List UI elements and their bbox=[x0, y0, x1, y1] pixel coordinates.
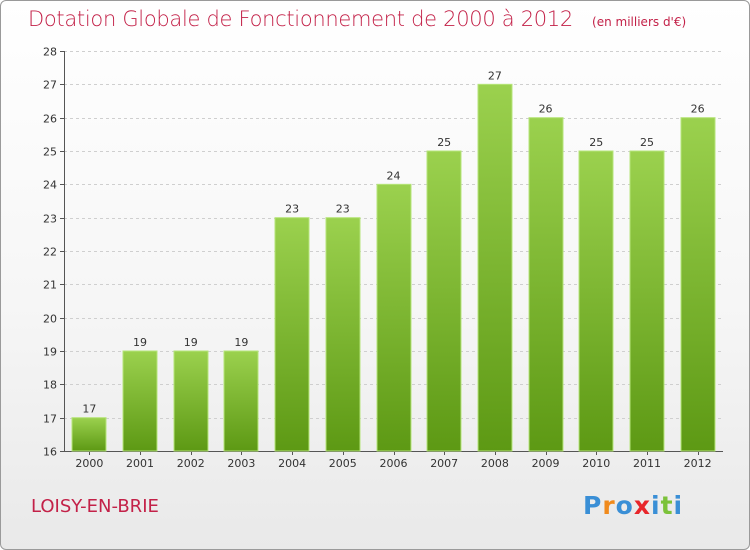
y-tick-label: 27 bbox=[43, 79, 57, 92]
x-tick-label-2001: 2001 bbox=[126, 457, 154, 470]
logo-letter: r bbox=[602, 491, 616, 520]
value-label-2007: 25 bbox=[437, 136, 451, 149]
value-label-2004: 23 bbox=[285, 203, 299, 216]
commune-name: LOISY-EN-BRIE bbox=[31, 496, 159, 517]
y-tick-label: 22 bbox=[43, 246, 57, 259]
y-tick-label: 16 bbox=[43, 446, 57, 459]
x-tick-label-2005: 2005 bbox=[329, 457, 357, 470]
y-tick-label: 17 bbox=[43, 413, 57, 426]
value-label-2009: 26 bbox=[539, 103, 553, 116]
value-label-2001: 19 bbox=[133, 336, 147, 349]
y-tick-label: 24 bbox=[43, 179, 57, 192]
y-tick-label: 28 bbox=[43, 46, 57, 59]
value-label-2010: 25 bbox=[589, 136, 603, 149]
logo-letter: x bbox=[633, 491, 651, 520]
bar-2006 bbox=[376, 183, 412, 452]
value-label-2005: 23 bbox=[336, 203, 350, 216]
logo-letter: i bbox=[673, 491, 684, 520]
logo-letter: i bbox=[651, 491, 661, 520]
bar-2001 bbox=[122, 350, 158, 452]
y-tick-labels: 16 17 18 19 20 21 22 23 24 25 26 27 28 bbox=[43, 46, 57, 459]
value-label-2003: 19 bbox=[234, 336, 248, 349]
x-tick-labels: 2000 2001 2002 2003 2004 2005 2006 2007 2008 2009… bbox=[75, 457, 711, 470]
bar-2002 bbox=[173, 350, 209, 452]
x-tick-label-2004: 2004 bbox=[278, 457, 306, 470]
x-tick-label-2008: 2008 bbox=[481, 457, 509, 470]
bars bbox=[71, 83, 716, 452]
bar-2000 bbox=[71, 417, 107, 452]
x-tick-label-2006: 2006 bbox=[380, 457, 408, 470]
value-label-2012: 26 bbox=[691, 103, 705, 116]
x-tick-label-2010: 2010 bbox=[582, 457, 610, 470]
y-tick-label: 21 bbox=[43, 279, 57, 292]
y-tick-label: 23 bbox=[43, 213, 57, 226]
x-tick-label-2011: 2011 bbox=[633, 457, 661, 470]
title-text: Dotation Globale de Fonctionnement de 20… bbox=[28, 7, 573, 31]
value-label-2002: 19 bbox=[184, 336, 198, 349]
value-label-2006: 24 bbox=[387, 169, 401, 182]
x-tick-label-2007: 2007 bbox=[430, 457, 458, 470]
x-tick-label-2003: 2003 bbox=[227, 457, 255, 470]
x-tick-label-2012: 2012 bbox=[684, 457, 712, 470]
value-label-2011: 25 bbox=[640, 136, 654, 149]
unit-label: (en milliers d'€) bbox=[592, 15, 687, 29]
y-tick-label: 20 bbox=[43, 313, 57, 326]
x-tick-label-2002: 2002 bbox=[177, 457, 205, 470]
y-tick-label: 19 bbox=[43, 346, 57, 359]
chart-title: Dotation Globale de Fonctionnement de 20… bbox=[28, 7, 686, 31]
value-labels: 17 19 19 19 23 23 24 25 27 26 25 25 26 bbox=[82, 69, 704, 415]
bar-2008 bbox=[477, 83, 513, 452]
bar-2005 bbox=[325, 217, 361, 452]
proxiti-logo[interactable]: Proxiti bbox=[583, 491, 683, 520]
bar-2012 bbox=[680, 117, 716, 452]
y-tick-label: 25 bbox=[43, 146, 57, 159]
y-tick-label: 18 bbox=[43, 379, 57, 392]
value-label-2000: 17 bbox=[82, 403, 96, 416]
logo-letter: t bbox=[660, 491, 674, 520]
logo-letter: o bbox=[615, 491, 634, 520]
bar-2010 bbox=[578, 150, 614, 452]
y-tick-label: 26 bbox=[43, 113, 57, 126]
bar-2004 bbox=[274, 217, 310, 452]
x-tick-label-2000: 2000 bbox=[75, 457, 103, 470]
bar-2009 bbox=[528, 117, 564, 452]
logo-letter: P bbox=[583, 491, 603, 520]
bar-2011 bbox=[629, 150, 665, 452]
x-tick-label-2009: 2009 bbox=[532, 457, 560, 470]
value-label-2008: 27 bbox=[488, 69, 502, 82]
bar-2007 bbox=[426, 150, 462, 452]
bar-2003 bbox=[223, 350, 259, 452]
